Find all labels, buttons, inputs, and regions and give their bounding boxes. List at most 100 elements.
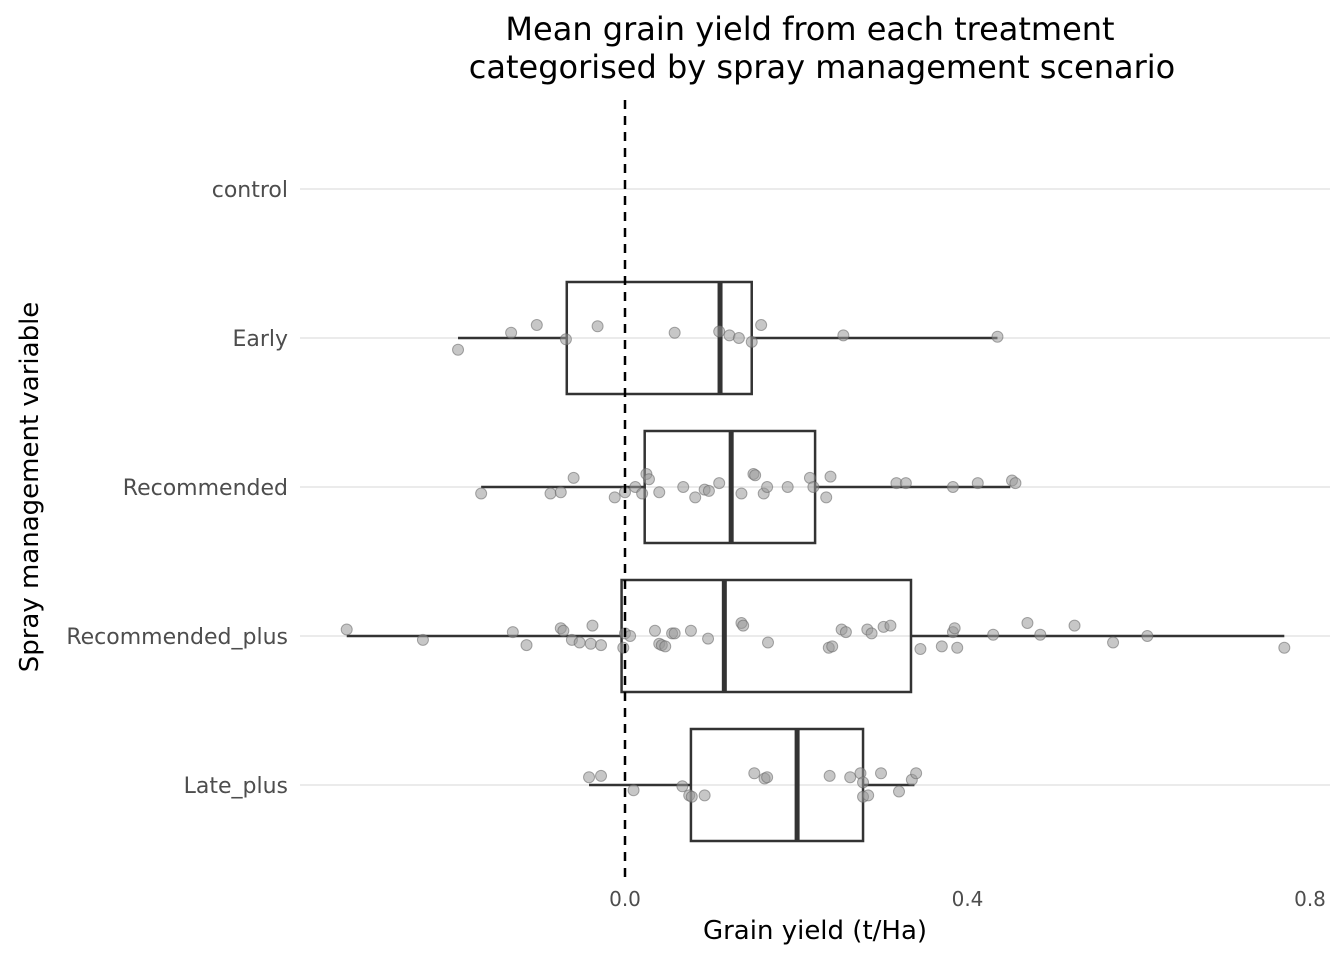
- data-point-38: [824, 470, 837, 483]
- data-point-95: [685, 790, 698, 803]
- jitter-points: [340, 319, 1291, 803]
- data-point-56: [617, 641, 630, 654]
- data-point-3: [559, 333, 572, 346]
- data-point-22: [642, 473, 655, 486]
- data-point-100: [823, 769, 836, 782]
- data-point-52: [573, 636, 586, 649]
- data-point-96: [698, 789, 711, 802]
- data-point-62: [659, 640, 672, 653]
- data-point-73: [839, 626, 852, 639]
- data-point-55: [595, 639, 608, 652]
- data-point-54: [586, 619, 599, 632]
- data-point-77: [884, 619, 897, 632]
- data-point-58: [624, 630, 637, 642]
- data-point-0: [452, 343, 465, 356]
- data-point-29: [735, 487, 748, 500]
- boxes: [346, 280, 1285, 843]
- data-point-91: [595, 769, 608, 782]
- data-point-59: [648, 624, 661, 637]
- data-point-9: [745, 335, 758, 348]
- category-label-3: Recommended_plus: [66, 625, 288, 650]
- data-point-17: [608, 491, 621, 504]
- data-point-103: [857, 776, 870, 789]
- data-point-75: [865, 627, 878, 640]
- data-point-31: [749, 469, 762, 482]
- data-point-69: [761, 636, 774, 649]
- data-point-15: [554, 486, 567, 499]
- data-point-83: [987, 628, 1000, 641]
- data-point-10: [755, 319, 768, 331]
- data-point-25: [689, 491, 702, 504]
- data-point-8: [732, 332, 745, 344]
- data-point-66: [702, 632, 715, 645]
- data-point-16: [567, 471, 580, 484]
- data-point-2: [530, 319, 543, 331]
- data-point-4: [591, 320, 604, 333]
- data-point-48: [520, 639, 533, 652]
- x-tick-labels: 0.0 0.4 0.8: [609, 887, 1326, 911]
- data-point-97: [748, 767, 761, 780]
- y-axis-label: Spray management variable: [15, 302, 45, 673]
- data-point-109: [910, 767, 923, 780]
- data-point-64: [668, 627, 681, 640]
- category-labels: control Early Recommended Recommended_plus L…: [66, 178, 288, 799]
- data-point-87: [1107, 636, 1120, 649]
- chart-title-line-1: Mean grain yield from each treatment: [505, 10, 1114, 48]
- data-point-81: [948, 622, 961, 635]
- data-point-23: [653, 486, 666, 499]
- data-point-36: [807, 481, 820, 493]
- data-point-68: [737, 619, 750, 632]
- x-tick-label-1: 0.4: [952, 887, 984, 911]
- category-label-4: Late_plus: [184, 774, 288, 799]
- data-point-20: [636, 487, 649, 500]
- x-tick-label-0: 0.0: [609, 887, 641, 911]
- data-point-28: [713, 477, 726, 490]
- data-point-42: [971, 477, 984, 490]
- data-point-88: [1141, 630, 1154, 642]
- chart-title-line-2: categorised by spray management scenario: [469, 48, 1176, 86]
- data-point-84: [1021, 617, 1034, 629]
- category-label-2: Recommended: [123, 476, 288, 501]
- data-point-46: [416, 633, 429, 646]
- data-point-13: [475, 487, 488, 500]
- data-point-5: [668, 326, 681, 339]
- data-point-89: [1278, 641, 1291, 654]
- data-point-37: [820, 491, 833, 504]
- data-point-50: [557, 624, 570, 637]
- data-point-41: [946, 481, 959, 493]
- data-point-105: [862, 789, 875, 802]
- data-point-82: [951, 641, 964, 654]
- x-axis-label: Grain yield (t/Ha): [703, 916, 927, 946]
- category-label-1: Early: [232, 327, 288, 352]
- data-point-78: [914, 643, 927, 655]
- data-point-6: [713, 325, 726, 338]
- data-point-34: [781, 481, 794, 493]
- data-point-85: [1034, 628, 1047, 641]
- data-point-33: [761, 481, 774, 493]
- data-point-53: [584, 637, 597, 650]
- data-point-101: [844, 771, 857, 784]
- data-point-27: [702, 484, 715, 497]
- data-point-79: [935, 640, 948, 653]
- data-point-71: [826, 640, 839, 653]
- data-point-11: [837, 329, 850, 342]
- data-point-106: [875, 767, 888, 780]
- category-label-0: control: [212, 178, 288, 203]
- data-point-86: [1068, 619, 1081, 632]
- data-point-99: [761, 771, 774, 784]
- x-tick-label-2: 0.8: [1294, 887, 1326, 911]
- data-point-12: [991, 330, 1004, 343]
- data-point-65: [684, 624, 697, 637]
- data-point-24: [677, 481, 690, 493]
- data-point-47: [506, 626, 519, 639]
- data-point-14: [544, 487, 557, 500]
- data-point-90: [583, 771, 596, 784]
- data-point-45: [340, 623, 353, 636]
- data-point-107: [893, 785, 905, 798]
- data-point-93: [676, 780, 689, 793]
- data-point-1: [505, 326, 518, 339]
- data-point-92: [627, 784, 640, 797]
- data-point-40: [899, 477, 912, 490]
- data-point-44: [1009, 477, 1022, 490]
